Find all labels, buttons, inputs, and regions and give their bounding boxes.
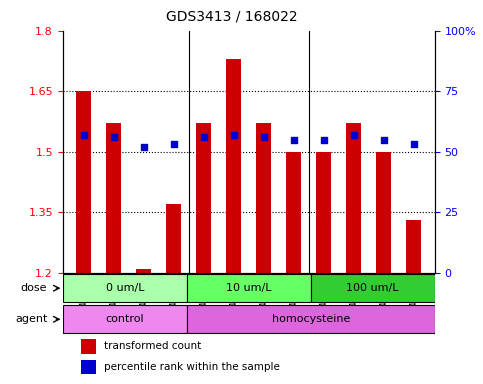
Bar [81, 360, 96, 374]
Text: homocysteine: homocysteine [271, 314, 350, 324]
Bar [346, 123, 361, 273]
Bar [376, 152, 391, 273]
Point [290, 137, 298, 143]
Point [110, 134, 118, 140]
Point [140, 144, 148, 150]
Text: 100 um/L: 100 um/L [346, 283, 399, 293]
Bar [166, 204, 181, 273]
Point [380, 137, 387, 143]
Text: transformed count: transformed count [104, 341, 201, 351]
Text: percentile rank within the sample: percentile rank within the sample [104, 362, 280, 372]
Point [230, 132, 238, 138]
Bar [316, 152, 331, 273]
Point [80, 132, 87, 138]
Text: agent: agent [15, 314, 47, 324]
Bar [81, 339, 96, 354]
Text: 10 um/L: 10 um/L [226, 283, 271, 293]
FancyBboxPatch shape [187, 274, 311, 302]
Bar [136, 269, 151, 273]
Bar [226, 59, 241, 273]
Point [170, 141, 178, 147]
Bar [406, 220, 421, 273]
FancyBboxPatch shape [311, 274, 435, 302]
FancyBboxPatch shape [187, 305, 435, 333]
Point [350, 132, 357, 138]
Point [410, 141, 418, 147]
Bar [256, 123, 271, 273]
Bar [196, 123, 211, 273]
FancyBboxPatch shape [63, 274, 187, 302]
Bar [106, 123, 121, 273]
Point [260, 134, 268, 140]
Bar [76, 91, 91, 273]
Bar [286, 152, 301, 273]
FancyBboxPatch shape [63, 305, 187, 333]
Text: dose: dose [21, 283, 47, 293]
Text: 0 um/L: 0 um/L [105, 283, 144, 293]
Text: GDS3413 / 168022: GDS3413 / 168022 [166, 9, 298, 23]
Point [200, 134, 208, 140]
Point [320, 137, 327, 143]
Text: control: control [105, 314, 144, 324]
